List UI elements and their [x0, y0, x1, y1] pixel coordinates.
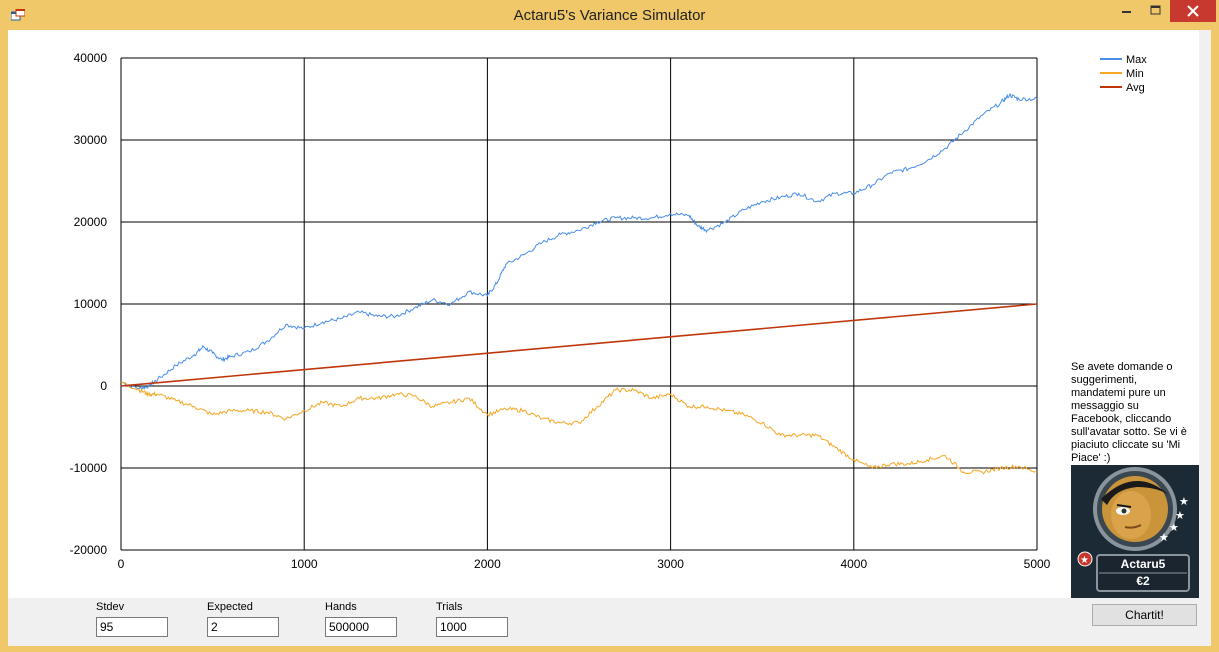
- avatar-portrait-icon: ★ ★ ★ ★ ★: [1071, 465, 1199, 598]
- client-area: 0 1000 2000 3000 4000 5000 40000 30000 20000 1000…: [8, 30, 1211, 646]
- close-button[interactable]: [1170, 0, 1216, 22]
- scrollbar-strip: [1199, 30, 1211, 598]
- series-line-avg: [120, 303, 1038, 387]
- minimize-icon: [1122, 11, 1131, 13]
- x-tick-label: 2000: [474, 557, 501, 571]
- y-tick-label: 10000: [74, 297, 108, 311]
- series-line-max: [120, 92, 1038, 392]
- x-tick-label: 0: [118, 557, 125, 571]
- facebook-message: Se avete domande o suggerimenti, mandate…: [1071, 361, 1187, 464]
- app-icon[interactable]: [11, 9, 25, 21]
- trials-input[interactable]: [436, 617, 508, 637]
- svg-text:★: ★: [1175, 510, 1185, 522]
- chart-panel: 0 1000 2000 3000 4000 5000 40000 30000 20000 1000…: [8, 30, 1199, 598]
- x-tick-label: 4000: [840, 557, 867, 571]
- svg-text:★: ★: [1080, 555, 1089, 566]
- svg-text:★: ★: [1159, 532, 1169, 544]
- avatar-name: Actaru5: [1120, 557, 1166, 571]
- x-tick-label: 5000: [1024, 557, 1051, 571]
- avatar-amount: €2: [1136, 574, 1150, 588]
- y-tick-label: 20000: [74, 215, 108, 229]
- legend-label: Max: [1126, 54, 1147, 66]
- y-tick-label: -20000: [70, 543, 108, 557]
- x-tick-label: 3000: [657, 557, 684, 571]
- variance-chart: 0 1000 2000 3000 4000 5000 40000 30000 20000 1000…: [70, 51, 1148, 571]
- minimize-button[interactable]: [1112, 0, 1142, 22]
- y-tick-label: 40000: [74, 51, 108, 65]
- window-title: Actaru5's Variance Simulator: [513, 7, 706, 24]
- facebook-avatar[interactable]: ★ ★ ★ ★ ★ Actaru5 €2: [1071, 465, 1199, 598]
- svg-text:★: ★: [1169, 522, 1179, 534]
- hands-label: Hands: [325, 601, 357, 613]
- hands-input[interactable]: [325, 617, 397, 637]
- trials-label: Trials: [436, 601, 463, 613]
- title-bar[interactable]: Actaru5's Variance Simulator: [0, 0, 1219, 30]
- close-icon: [1187, 5, 1199, 17]
- legend-label: Min: [1126, 68, 1144, 80]
- stdev-label: Stdev: [96, 601, 125, 613]
- series-line-min: [120, 381, 1038, 475]
- y-tick-label: 30000: [74, 133, 108, 147]
- expected-label: Expected: [207, 601, 253, 613]
- stdev-input[interactable]: [96, 617, 168, 637]
- expected-input[interactable]: [207, 617, 279, 637]
- legend-label: Avg: [1126, 82, 1145, 94]
- svg-text:★: ★: [1179, 496, 1189, 508]
- chartit-button[interactable]: Chartit!: [1092, 604, 1197, 626]
- y-tick-label: -10000: [70, 461, 108, 475]
- maximize-icon: [1150, 5, 1161, 15]
- x-tick-label: 1000: [291, 557, 318, 571]
- y-tick-label: 0: [100, 379, 107, 393]
- maximize-button[interactable]: [1142, 0, 1170, 22]
